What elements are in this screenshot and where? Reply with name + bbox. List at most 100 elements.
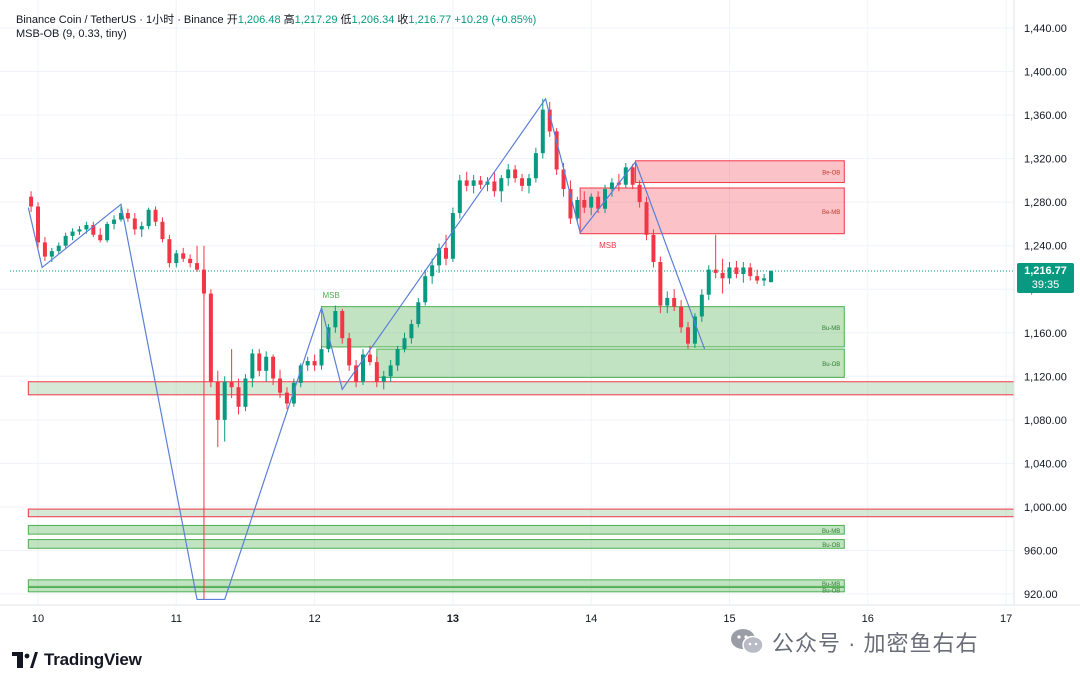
candle-body (423, 276, 428, 303)
wechat-watermark: 公众号 · 加密鱼右右 (730, 626, 979, 658)
candle-body (755, 276, 760, 281)
candle-body (250, 353, 255, 379)
zone-label: Bu-MB (822, 326, 840, 332)
change-value: +10.29 (+0.85%) (454, 14, 537, 26)
tradingview-wordmark: TradingView (44, 650, 142, 669)
zone-label: Bu-OB (822, 543, 840, 549)
candle-body (305, 361, 310, 366)
candle-body (333, 311, 338, 328)
tradingview-logo[interactable]: TradingView (12, 650, 142, 670)
candle-body (63, 235, 68, 246)
price-tick-label: 960.00 (1024, 545, 1058, 557)
high-value: 1,217.29 (294, 14, 338, 26)
price-tick-label: 1,040.00 (1024, 458, 1067, 470)
msb-label: MSB (599, 241, 616, 250)
zigzag-line (27, 97, 706, 601)
candle-body (195, 263, 200, 270)
candle-body (284, 392, 289, 404)
time-tick-label: 13 (447, 613, 459, 625)
candle-body (118, 213, 123, 220)
legend-symbol-line: Binance Coin / TetherUS · 1小时 · Binance … (16, 11, 536, 27)
open-label: 开 (226, 14, 238, 26)
candle-body (139, 226, 144, 230)
price-tick-label: 1,280.00 (1024, 197, 1067, 209)
symbol-info[interactable]: Binance Coin / TetherUS · 1小时 · Binance (16, 14, 224, 26)
candle-body (492, 181, 497, 192)
price-tick-label: 1,320.00 (1024, 154, 1067, 166)
zone-bu-mb (27, 579, 845, 587)
candle-body (374, 362, 379, 382)
candle-body (720, 272, 725, 279)
candle-body (679, 306, 684, 328)
high-label: 高 (283, 14, 295, 26)
low-value: 1,206.34 (351, 14, 395, 26)
time-scale[interactable]: 10 11 12 13 14 15 16 17 (32, 613, 1012, 625)
candle-body (29, 196, 34, 207)
candle-body (506, 169, 511, 179)
candle-body (98, 234, 103, 241)
zone-bu-mb (321, 306, 845, 348)
grid (0, 0, 1014, 605)
zone-label: Be-OB (822, 171, 840, 177)
close-label: 收 (397, 14, 409, 26)
candle-body (623, 167, 628, 185)
candle-body (589, 196, 594, 208)
candle-body (768, 270, 773, 283)
time-tick-label: 11 (171, 613, 182, 625)
zone-label: Bu-OB (822, 362, 840, 368)
candle-body (699, 294, 704, 317)
candle-body (471, 180, 476, 186)
candle-body (271, 356, 276, 379)
candle-body (188, 258, 193, 264)
current-price-tag: 1,216.77 39:35 (1017, 263, 1074, 293)
time-tick-label: 14 (585, 613, 597, 625)
candle-body (132, 218, 137, 230)
candle-body (70, 231, 75, 236)
candle-body (672, 297, 677, 307)
candle-body (174, 253, 179, 264)
candle-body (554, 131, 559, 170)
candle-body (278, 378, 283, 393)
candle-body (485, 181, 490, 185)
candle-body (326, 327, 331, 350)
time-tick-label: 15 (723, 613, 735, 625)
candle-body (464, 180, 469, 186)
candle-body (561, 169, 566, 190)
watermark-text: 公众号 · 加密鱼右右 (772, 631, 979, 656)
zone-be-mb (579, 187, 845, 235)
candle-body (575, 199, 580, 219)
candle-body (201, 269, 206, 294)
candle-body (603, 189, 608, 209)
candle-body (644, 202, 649, 235)
candle-body (367, 354, 372, 363)
candle-body (153, 209, 158, 222)
candle-body (692, 316, 697, 344)
tradingview-logo-icon (12, 652, 38, 668)
candle-body (658, 262, 663, 306)
open-value: 1,206.48 (237, 14, 281, 26)
candle-body (243, 378, 248, 407)
candle-body (596, 196, 601, 209)
candle-body (361, 354, 366, 382)
candle-body (734, 267, 739, 274)
zone-label: Bu-OB (822, 589, 840, 595)
candle-body (582, 199, 587, 208)
candle-body (637, 184, 642, 203)
indicator-legend[interactable]: MSB-OB (9, 0.33, tiny) (16, 28, 127, 40)
candle-body (568, 189, 573, 219)
current-price-label: 1,216.77 (1024, 265, 1067, 277)
candle-body (77, 229, 82, 232)
candle-body (609, 182, 614, 190)
candle-body (91, 225, 96, 235)
candle-body (713, 269, 718, 273)
candle-body (416, 302, 421, 325)
candle-body (533, 153, 538, 179)
candle-body (437, 247, 442, 266)
zone-bu-ob (376, 348, 845, 378)
candle-body (651, 234, 656, 263)
candle-body (526, 178, 531, 186)
candle-body (727, 267, 732, 279)
